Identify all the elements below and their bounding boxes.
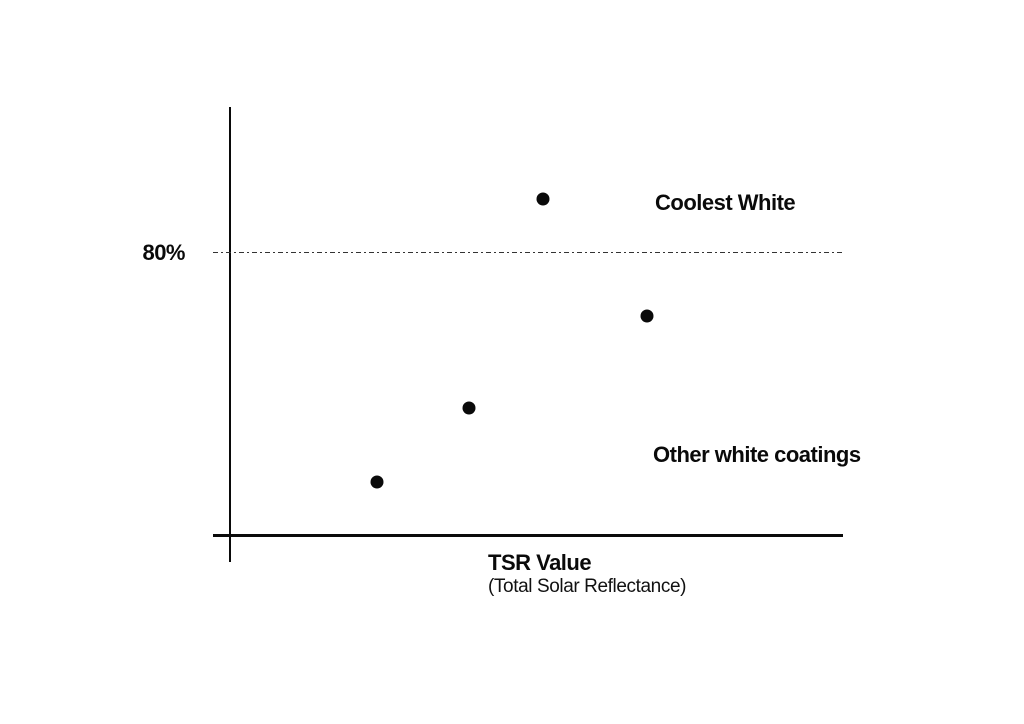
annotation-coolest-white: Coolest White — [655, 190, 796, 215]
x-axis-title: TSR Value — [488, 550, 592, 575]
data-point — [462, 401, 476, 415]
annotation-other-white-coatings: Other white coatings — [653, 442, 861, 467]
x-axis-subtitle: (Total Solar Reflectance) — [488, 576, 687, 598]
data-point — [640, 309, 654, 323]
x-axis-title-block: TSR Value (Total Solar Reflectance) — [488, 551, 686, 599]
x-axis-line — [213, 534, 843, 537]
reference-line-80-percent — [213, 251, 843, 253]
data-point — [536, 192, 550, 206]
data-point — [370, 475, 384, 489]
y-axis-line — [229, 107, 231, 562]
y-axis-tick-label-80-percent: 80% — [142, 240, 185, 265]
